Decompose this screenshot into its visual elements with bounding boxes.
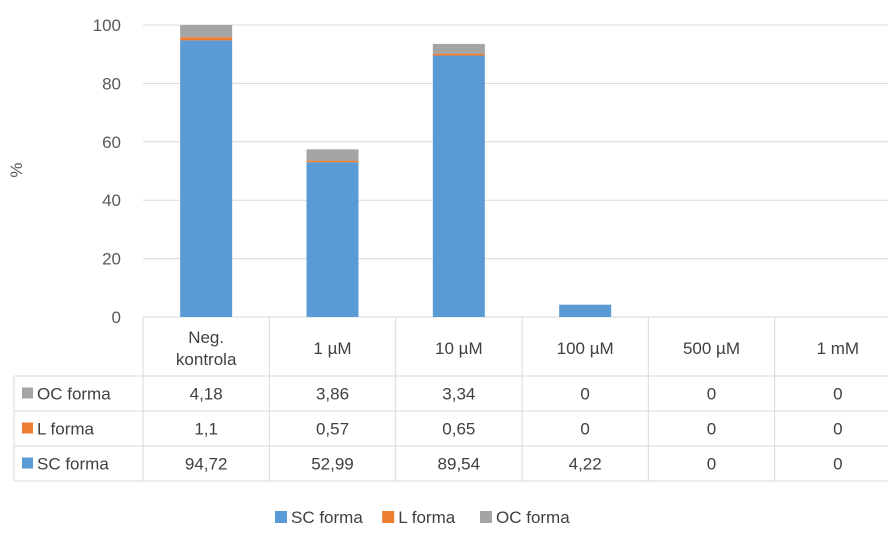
bar-oc-forma [180, 25, 233, 38]
category-label: 10 µM [435, 339, 483, 358]
table-cell: 0 [707, 385, 716, 404]
bar-oc-forma [432, 43, 485, 54]
table-cell: 0 [833, 420, 842, 439]
y-tick-label: 0 [112, 308, 121, 327]
bar-l-forma [432, 53, 485, 56]
table-cell: 52,99 [311, 455, 354, 474]
table-cell: 4,22 [569, 455, 602, 474]
table-cell: 0 [580, 385, 589, 404]
y-tick-label: 100 [93, 16, 121, 35]
category-label: kontrola [176, 350, 237, 369]
table-cell: 3,86 [316, 385, 349, 404]
table-cell: 1,1 [194, 420, 218, 439]
table-cell: 0 [833, 455, 842, 474]
legend-key [480, 511, 492, 523]
series-name: L forma [37, 420, 95, 439]
legend-label: SC forma [291, 508, 363, 527]
legend-key [382, 511, 395, 523]
bar-sc-forma [306, 162, 359, 317]
legend-label: L forma [398, 508, 456, 527]
bar-l-forma [306, 160, 359, 163]
y-tick-label: 80 [102, 74, 121, 93]
bar-sc-forma [559, 304, 612, 317]
table-cell: 94,72 [185, 455, 228, 474]
table-legend-key [22, 457, 33, 469]
table-cell: 0,65 [442, 420, 475, 439]
legend-key [275, 511, 287, 523]
category-label: Neg. [188, 328, 224, 347]
table-cell: 3,34 [442, 385, 475, 404]
y-tick-label: 60 [102, 133, 121, 152]
y-axis: 0 20 40 60 80 100 [93, 16, 121, 327]
table-cell: 0 [833, 385, 842, 404]
table-legend-key [22, 422, 33, 434]
bar-sc-forma [432, 55, 485, 317]
category-label: 100 µM [557, 339, 614, 358]
legend-label: OC forma [496, 508, 570, 527]
bar-oc-forma [306, 149, 359, 161]
table-cell: 0,57 [316, 420, 349, 439]
legend: SC forma L forma OC forma [275, 508, 570, 527]
table-cell: 4,18 [190, 385, 223, 404]
category-label: 1 mM [817, 339, 860, 358]
y-tick-label: 20 [102, 250, 121, 269]
category-label: 500 µM [683, 339, 740, 358]
bar-sc-forma [180, 40, 233, 317]
y-axis-label: % [7, 162, 26, 177]
y-tick-label: 40 [102, 191, 121, 210]
bars [180, 25, 612, 317]
table-cell: 89,54 [438, 455, 481, 474]
data-table: Neg. kontrola 1 µM 10 µM 100 µM 500 µM 1 mM OC … [13, 317, 888, 482]
table-legend-key [22, 387, 33, 399]
table-cell: 0 [580, 420, 589, 439]
gridlines [143, 24, 888, 318]
table-cell: 0 [707, 455, 716, 474]
category-label: 1 µM [313, 339, 351, 358]
bar-l-forma [180, 37, 233, 41]
table-cell: 0 [707, 420, 716, 439]
series-name: OC forma [37, 385, 111, 404]
series-name: SC forma [37, 455, 109, 474]
